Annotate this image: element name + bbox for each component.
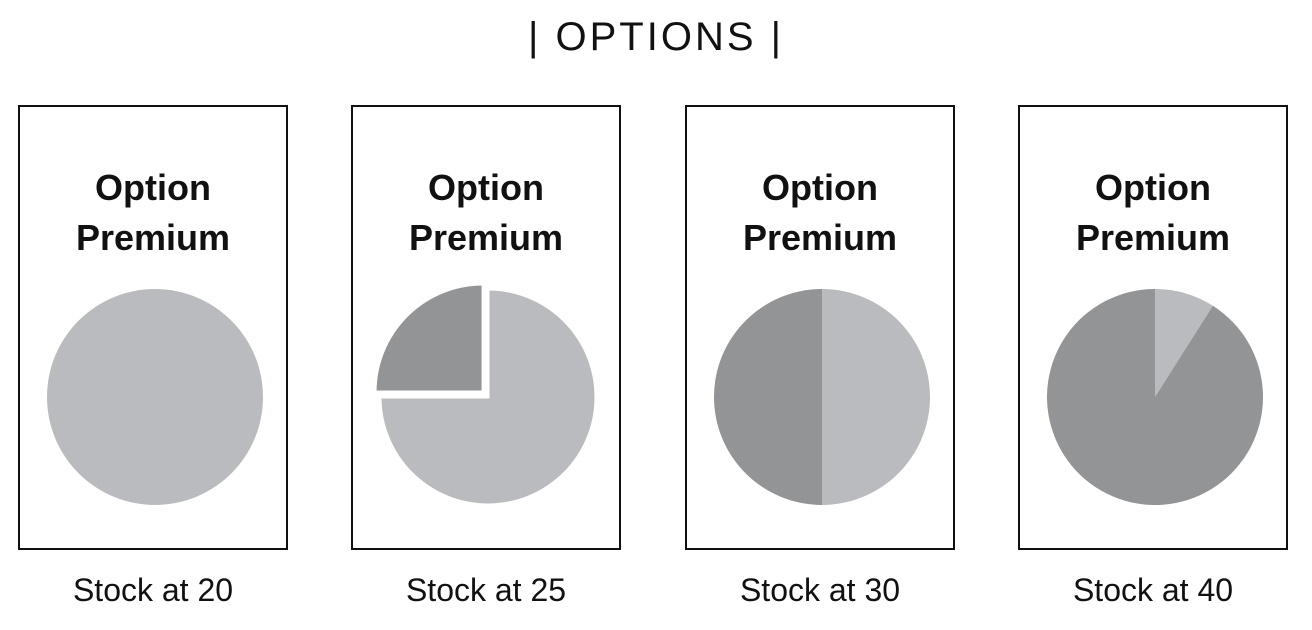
pie-slice: [822, 289, 930, 505]
chart-title: Option Premium: [687, 163, 953, 263]
chart-title-line: Option: [762, 167, 878, 208]
chart-title-line: Option: [95, 167, 211, 208]
chart-title-line: Premium: [75, 217, 231, 258]
pie-chart: [1047, 289, 1264, 505]
pie-chart: [373, 282, 598, 507]
pie-slice: [1047, 289, 1264, 505]
chart-caption: Stock at 20: [72, 572, 234, 608]
pie-slice: [47, 289, 263, 505]
chart-title-line: Option: [428, 167, 544, 208]
chart-caption: Stock at 40: [1072, 572, 1234, 608]
chart-panel: Option Premium: [1018, 105, 1288, 550]
chart-title-line: Option: [1095, 167, 1211, 208]
chart-panel: Option Premium: [18, 105, 288, 550]
pie-slice: [378, 287, 598, 507]
chart-panel: Option Premium: [685, 105, 955, 550]
pie-slice: [373, 282, 485, 394]
chart-title-line: Premium: [408, 217, 564, 258]
chart-title-line: Premium: [742, 217, 898, 258]
pie-slice: [1155, 289, 1213, 397]
pie-slice: [714, 289, 822, 505]
chart-title-line: Premium: [1075, 217, 1231, 258]
chart-panel: Option Premium: [351, 105, 621, 550]
chart-title: Option Premium: [20, 163, 286, 263]
chart-title: Option Premium: [1020, 163, 1286, 263]
chart-caption: Stock at 30: [739, 572, 901, 608]
pie-chart: [714, 289, 930, 505]
chart-caption: Stock at 25: [405, 572, 567, 608]
pie-chart: [47, 289, 263, 505]
page-title: | OPTIONS |: [527, 15, 785, 59]
chart-title: Option Premium: [353, 163, 619, 263]
